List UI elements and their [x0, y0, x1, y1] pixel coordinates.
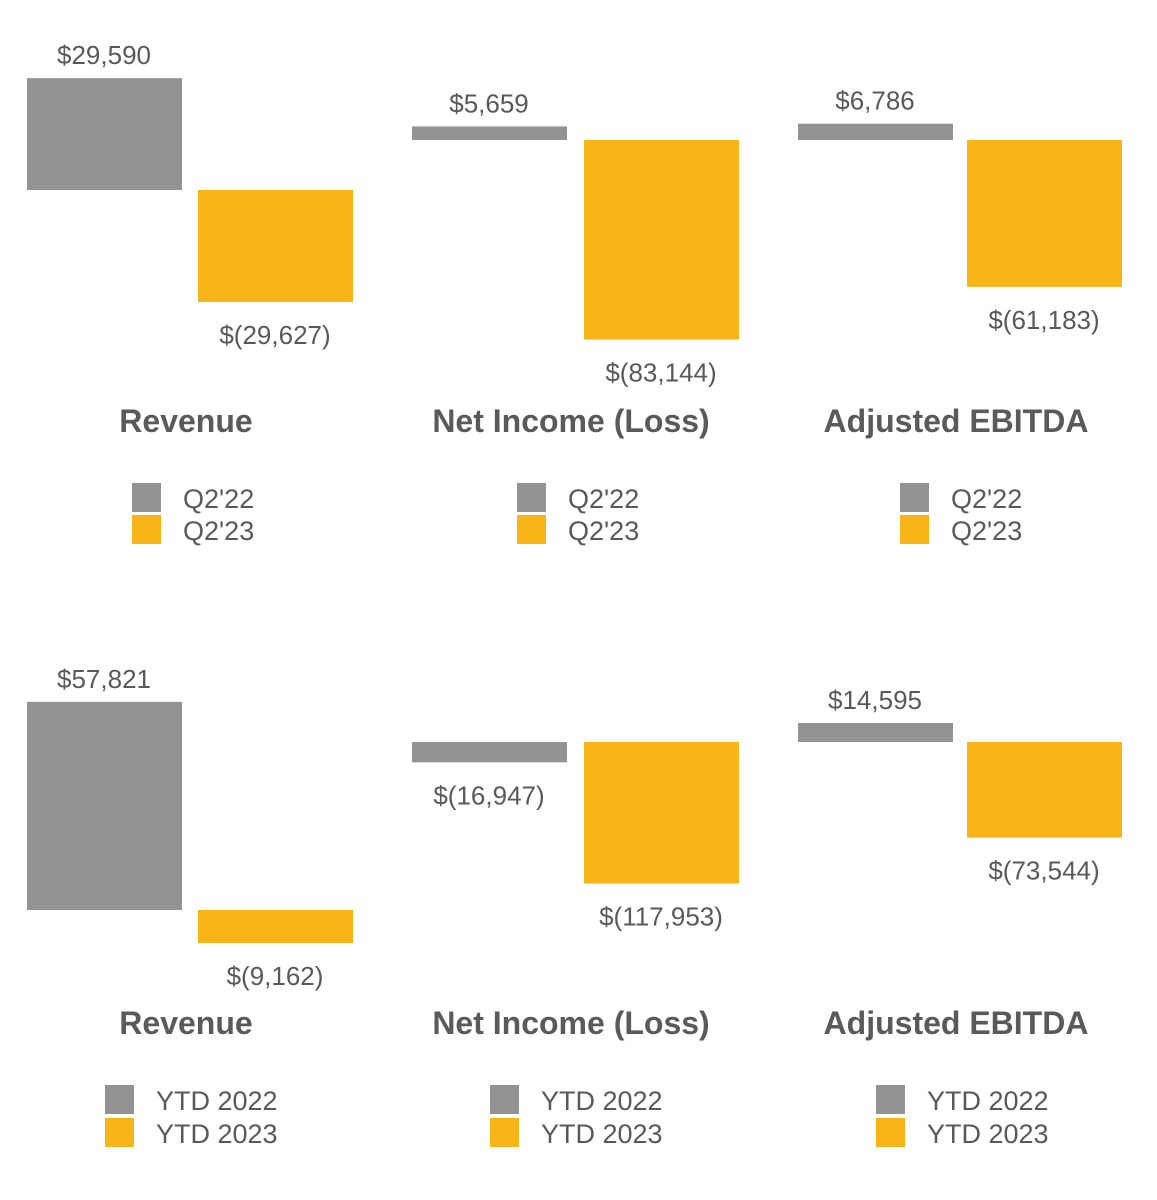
- data-label: $(61,183): [988, 305, 1099, 335]
- legend-swatch: [876, 1085, 905, 1114]
- legend-label: Q2'23: [568, 516, 639, 546]
- data-label: $(83,144): [605, 358, 716, 388]
- data-label: $6,786: [835, 86, 915, 116]
- legend-swatch: [132, 515, 161, 544]
- legend-swatch: [517, 515, 546, 544]
- chart-title: Revenue: [119, 403, 252, 439]
- bar-ytd2022: [27, 701, 182, 910]
- legend-swatch: [876, 1118, 905, 1147]
- chart-title: Adjusted EBITDA: [824, 1005, 1089, 1041]
- data-label: $(16,947): [433, 780, 544, 810]
- legend-swatch: [490, 1085, 519, 1114]
- data-label: $(29,627): [219, 320, 330, 350]
- chart-title: Net Income (Loss): [432, 1005, 709, 1041]
- data-label: $(9,162): [227, 961, 324, 991]
- legend-label: YTD 2023: [927, 1119, 1049, 1149]
- bar-ytd2023: [198, 910, 353, 943]
- chart-title: Net Income (Loss): [432, 403, 709, 439]
- data-label: $29,590: [57, 40, 151, 70]
- bar-ytd2023: [967, 742, 1122, 838]
- data-label: $5,659: [449, 88, 529, 118]
- bar-q223: [967, 140, 1122, 287]
- chart-title: Adjusted EBITDA: [824, 403, 1089, 439]
- legend-label: YTD 2022: [541, 1086, 663, 1116]
- legend-label: YTD 2022: [927, 1086, 1049, 1116]
- data-label: $57,821: [57, 664, 151, 694]
- bar-q222: [798, 123, 953, 140]
- legend-swatch: [900, 515, 929, 544]
- data-label: $(117,953): [599, 902, 723, 932]
- bar-q223: [198, 190, 353, 302]
- legend-label: YTD 2023: [156, 1119, 278, 1149]
- bar-ytd2023: [584, 742, 739, 884]
- legend-label: YTD 2022: [156, 1086, 278, 1116]
- legend-swatch: [517, 483, 546, 512]
- legend-swatch: [105, 1085, 134, 1114]
- data-label: $(73,544): [988, 856, 1099, 886]
- legend-swatch: [490, 1118, 519, 1147]
- data-label: $14,595: [828, 685, 922, 715]
- bar-ytd2022: [412, 742, 567, 763]
- legend-label: Q2'22: [568, 484, 639, 514]
- bar-ytd2022: [798, 723, 953, 742]
- legend-swatch: [900, 483, 929, 512]
- legend-swatch: [132, 483, 161, 512]
- bar-q222: [27, 78, 182, 190]
- bar-q222: [412, 126, 567, 140]
- legend-swatch: [105, 1118, 134, 1147]
- chart-title: Revenue: [119, 1005, 252, 1041]
- legend-label: YTD 2023: [541, 1119, 663, 1149]
- legend-label: Q2'22: [183, 484, 254, 514]
- legend-label: Q2'23: [183, 516, 254, 546]
- bar-q223: [584, 140, 739, 340]
- legend-label: Q2'22: [951, 484, 1022, 514]
- legend-label: Q2'23: [951, 516, 1022, 546]
